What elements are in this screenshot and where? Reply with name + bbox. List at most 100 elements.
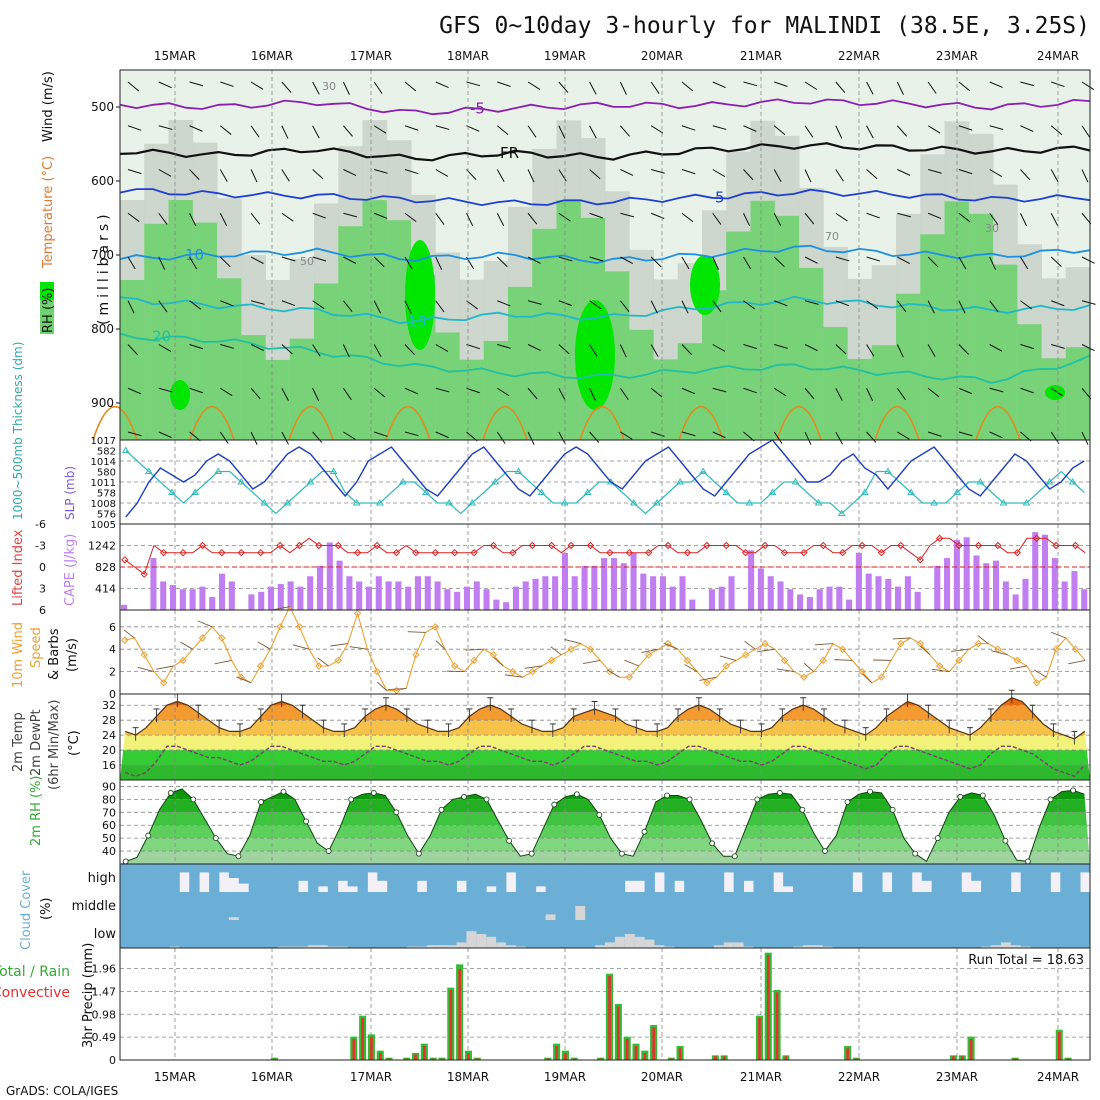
wind-barb	[897, 169, 911, 176]
cloud-cell	[951, 892, 962, 920]
cloud-gap-cell	[644, 939, 655, 948]
wind-barb	[550, 646, 562, 656]
wind-barb	[835, 256, 850, 262]
rh-marker	[957, 793, 964, 800]
wind-barb	[620, 125, 630, 137]
wind-speed-marker	[1052, 645, 1060, 653]
wind-barb	[1020, 169, 1031, 181]
cape-bar	[434, 581, 441, 610]
wind-speed-marker	[334, 656, 342, 665]
rh2m-labels: 2m RH (%)	[29, 775, 44, 846]
cloud-high-cell	[901, 864, 913, 892]
cloud-high-cell	[189, 864, 200, 892]
wind-barb	[1081, 344, 1095, 352]
cloud-cell	[327, 920, 339, 948]
wind-barb	[897, 212, 912, 218]
cloud-cell	[793, 920, 804, 948]
wind-barb	[892, 637, 911, 640]
cloud-cell	[159, 920, 170, 948]
rh-band	[120, 789, 1090, 800]
cape-bar	[679, 576, 686, 610]
cloud-gap-cell	[506, 945, 517, 948]
cloud-high-cell	[595, 864, 606, 892]
cloud-cell	[416, 892, 428, 920]
cloud-cover-panel: high middle low	[72, 863, 1091, 949]
cloud-cell	[753, 920, 764, 948]
cloud-cell	[486, 892, 497, 920]
cloud-cell	[456, 920, 467, 948]
cloud-cell	[446, 920, 457, 948]
cloud-gap-cell	[605, 942, 616, 948]
cloud-cell	[991, 920, 1002, 948]
cloud-high-cell	[466, 864, 477, 892]
cape-bar	[307, 576, 314, 610]
cape-bar	[228, 581, 235, 610]
cloud-cell	[1060, 892, 1071, 920]
cloud-high-cell	[416, 864, 428, 881]
cloud-cell	[773, 920, 784, 948]
cape-bar	[885, 578, 892, 610]
cape-bar	[659, 576, 666, 610]
wind-barb	[650, 125, 664, 134]
cloud-high-cell	[129, 864, 141, 892]
wind-speed-marker	[509, 667, 517, 676]
wind-barb	[158, 169, 172, 177]
cloud-cell	[347, 892, 358, 920]
cloud-high-cell	[179, 864, 190, 873]
cloud-cell	[743, 892, 754, 920]
rh-marker	[506, 837, 513, 844]
rh-marker	[844, 799, 851, 805]
wind-barb	[388, 687, 407, 690]
wind-barb	[866, 212, 880, 219]
cloud-cell	[169, 920, 180, 948]
wind-speed-marker	[353, 609, 362, 618]
wind-barb	[312, 300, 325, 310]
cape-bar	[993, 560, 1000, 610]
temp-band	[120, 697, 1090, 706]
cloud-cell	[634, 892, 645, 920]
wind-barb	[497, 344, 511, 349]
cloud-cell	[872, 892, 883, 920]
cape-bar	[297, 586, 304, 610]
wind10m-labels: 10m Wind Speed & Barbs (m/s)	[11, 622, 80, 688]
wind-speed-marker	[858, 667, 866, 676]
wind-barb	[866, 300, 879, 310]
cape-bar	[1051, 558, 1058, 610]
wind-barb	[620, 212, 635, 218]
cloud-high-cell	[1070, 864, 1081, 892]
wind-barb	[835, 344, 847, 355]
wind-barb	[989, 256, 997, 270]
date-label: 17MAR	[350, 49, 392, 63]
wind-barb	[684, 664, 698, 672]
wind-speed-marker	[819, 656, 827, 665]
cloud-cell	[555, 892, 566, 920]
cloud-gap-cell	[624, 934, 636, 948]
cloud-cell	[862, 892, 873, 920]
cloud-cell	[565, 920, 576, 948]
cloud-high-cell	[377, 864, 388, 881]
cloud-cell	[248, 920, 259, 948]
cloud-high-cell	[713, 864, 725, 892]
thickness-marker	[468, 499, 477, 506]
wind-barb	[1020, 300, 1033, 310]
wind-barb	[158, 81, 172, 89]
cloud-cell	[426, 892, 438, 920]
wind-barb	[927, 81, 937, 94]
wind-barb	[804, 169, 812, 183]
wind-speed-marker	[237, 673, 245, 681]
slp-tick-label: 1005	[91, 520, 116, 531]
temperature-line	[124, 697, 1086, 740]
cloud-gap-cell	[1010, 945, 1022, 948]
rh-marker	[415, 850, 422, 857]
wind-barb	[281, 344, 293, 355]
wind-barb	[681, 344, 692, 355]
cloud-cell	[278, 892, 289, 920]
wind-speed-marker	[1013, 656, 1021, 665]
cloud-high-cell	[199, 864, 210, 873]
rh-marker	[370, 790, 377, 796]
cloud-high-cell	[961, 864, 972, 873]
y-tick-label: 80	[102, 793, 116, 806]
li-marker	[450, 548, 459, 557]
wind-speed-marker	[974, 639, 983, 648]
wind-barb	[589, 256, 604, 262]
